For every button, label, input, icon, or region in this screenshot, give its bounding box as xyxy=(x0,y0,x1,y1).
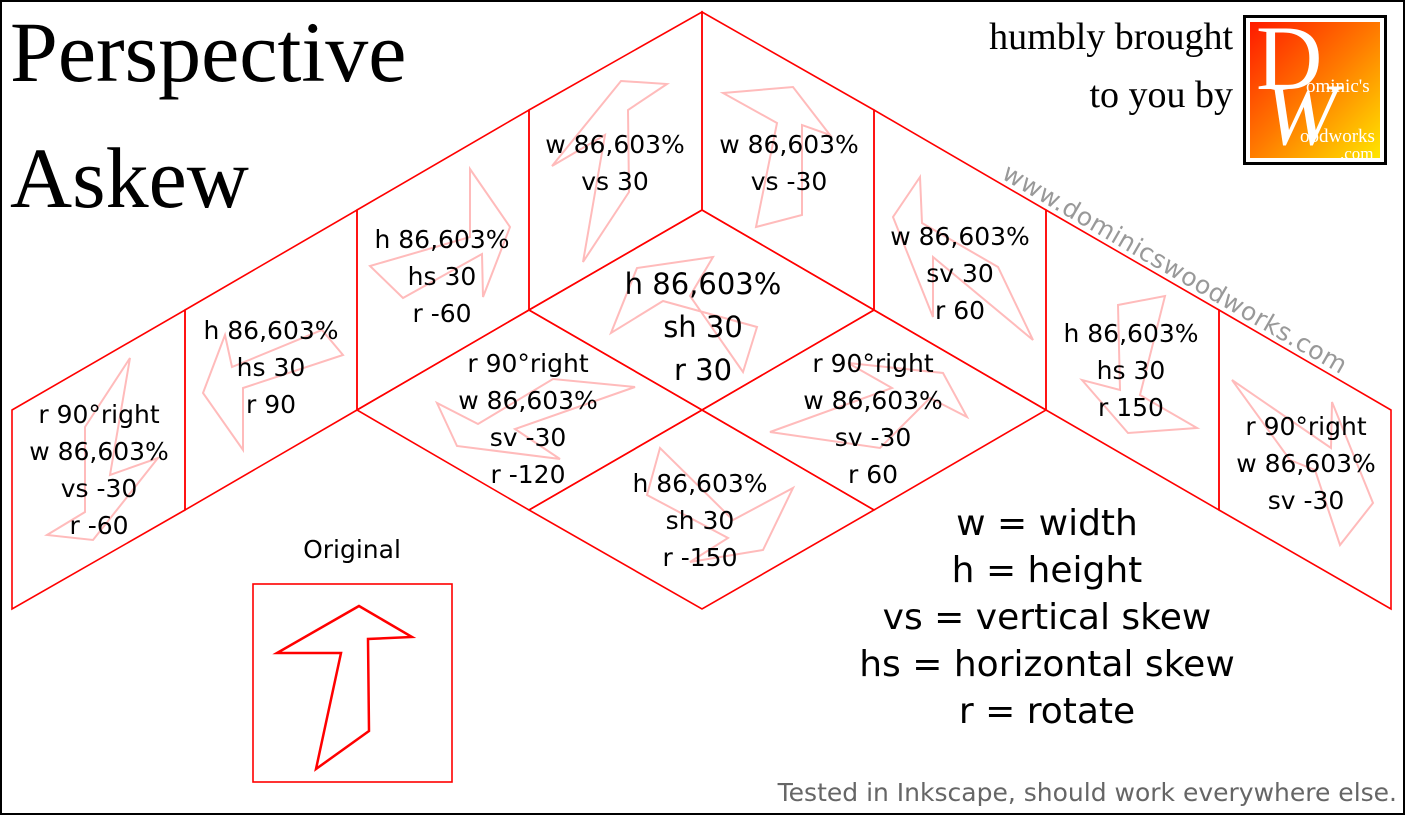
logo-text-oodworks: oodworks xyxy=(1300,126,1375,147)
label-outer-right: r 90°right w 86,603% sv -30 xyxy=(1236,412,1376,515)
label-inner-right: r 90°right w 86,603% sv -30 r 60 xyxy=(803,349,943,489)
logo-text-ominics: ominic's xyxy=(1306,76,1370,97)
ghost-arrow-left-3 xyxy=(368,165,512,300)
label-right-3: w 86,603% sv 30 r 60 xyxy=(890,222,1030,325)
logo-text-com: .com xyxy=(1340,144,1374,158)
ghost-arrow-bottom xyxy=(645,446,796,563)
label-top-right: w 86,603% vs -30 xyxy=(719,130,859,196)
panel-outlines xyxy=(11,10,1392,611)
logo-letter-d: D xyxy=(1256,22,1323,109)
ghost-arrow-inner-right xyxy=(769,362,970,450)
ghost-arrow-right-3 xyxy=(891,173,1034,341)
ghost-arrow-outer-left xyxy=(43,357,161,542)
label-right-2: h 86,603% hs 30 r 150 xyxy=(1063,319,1199,422)
ghost-arrow-inner-left xyxy=(434,377,636,460)
credit-line-1: humbly brought xyxy=(989,16,1233,58)
ghost-arrows xyxy=(43,79,1375,563)
legend-vertical-skew: vs = vertical skew xyxy=(882,597,1212,638)
label-outer-left: r 90°right w 86,603% vs -30 r -60 xyxy=(29,400,169,540)
panel-bottom xyxy=(527,409,876,610)
title-line-1: Perspective xyxy=(10,4,407,100)
legend-height: h = height xyxy=(951,550,1143,591)
original-arrow xyxy=(272,604,417,772)
label-top-left: w 86,603% vs 30 xyxy=(545,130,685,196)
credit-line-2: to you by xyxy=(1089,74,1233,116)
label-bottom: h 86,603% sh 30 r -150 xyxy=(632,469,768,572)
label-inner-left: r 90°right w 86,603% sv -30 r -120 xyxy=(458,349,598,489)
ghost-arrow-top-right xyxy=(719,85,833,229)
legend: w = width h = height vs = vertical skew … xyxy=(859,500,1235,735)
legend-rotate: r = rotate xyxy=(958,691,1136,732)
logo-letter-w: W xyxy=(1264,67,1338,159)
logo-gradient: D W ominic's oodworks .com xyxy=(1250,22,1380,158)
legend-horizontal-skew: hs = horizontal skew xyxy=(859,644,1235,685)
label-center-top: h 86,603% sh 30 r 30 xyxy=(624,267,782,387)
ghost-arrow-center-top xyxy=(608,255,759,375)
ghost-arrow-left-2 xyxy=(201,328,345,454)
ghost-arrow-outer-right xyxy=(1231,379,1375,548)
ghost-arrow-top-left xyxy=(551,79,671,263)
label-left-2: h 86,603% hs 30 r 90 xyxy=(203,316,339,419)
ghost-arrow-right-2 xyxy=(1079,294,1201,435)
original-label: Original xyxy=(303,535,401,564)
original-box xyxy=(252,583,453,783)
title-line-2: Askew xyxy=(10,130,249,226)
footer-note: Tested in Inkscape, should work everywhe… xyxy=(777,778,1397,807)
legend-width: w = width xyxy=(956,503,1138,544)
panel-outer-right xyxy=(1218,308,1392,611)
label-left-3: h 86,603% hs 30 r -60 xyxy=(374,225,510,328)
dominics-woodworks-logo: D W ominic's oodworks .com xyxy=(1243,15,1387,165)
